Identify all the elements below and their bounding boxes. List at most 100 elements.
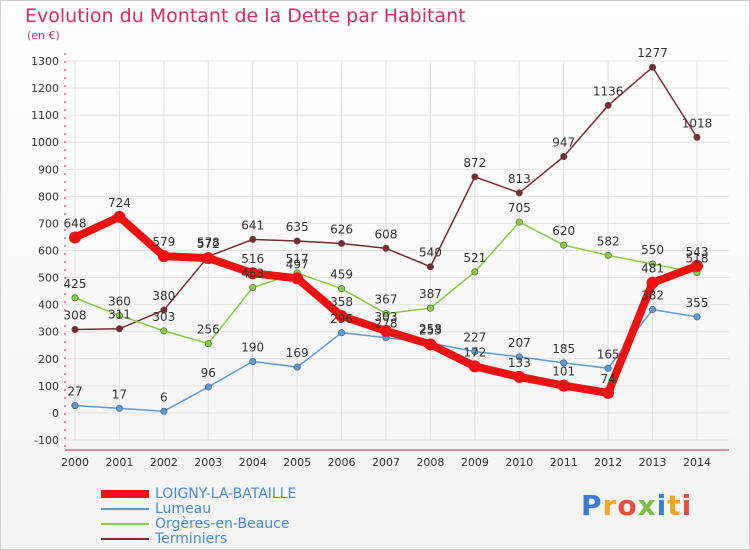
- data-point: [515, 218, 523, 226]
- data-label: 578: [197, 235, 220, 249]
- legend-swatch: [101, 538, 149, 540]
- grid: [65, 60, 729, 441]
- data-label: 258: [419, 322, 442, 336]
- legend-label: Terminiers: [155, 531, 228, 547]
- x-tick-label: 2012: [594, 456, 622, 469]
- data-point: [382, 310, 390, 318]
- data-label: 517: [286, 252, 309, 266]
- y-tick-label: 600: [38, 245, 59, 258]
- data-label: 17: [112, 387, 127, 401]
- data-point: [515, 353, 523, 361]
- data-label: 169: [286, 346, 309, 360]
- data-point: [249, 235, 257, 243]
- data-label: 582: [597, 234, 620, 248]
- legend-item: Lumeau: [101, 501, 211, 517]
- data-label: 380: [152, 289, 175, 303]
- y-tick-label: 1200: [31, 82, 59, 95]
- data-label: 74: [601, 372, 616, 386]
- legend-item: LOIGNY-LA-BATAILLE: [101, 486, 296, 502]
- data-label: 724: [108, 196, 131, 210]
- data-point: [513, 370, 526, 383]
- y-tick-label: 900: [38, 163, 59, 176]
- legend-item: Terminiers: [101, 531, 227, 547]
- data-point: [246, 267, 259, 280]
- x-tick-label: 2001: [105, 456, 133, 469]
- x-tick-label: 2011: [550, 456, 578, 469]
- data-point: [693, 133, 701, 141]
- data-point: [471, 268, 479, 276]
- data-point: [204, 383, 212, 391]
- data-point: [560, 359, 568, 367]
- data-point: [691, 259, 703, 272]
- chart-subtitle: (en €): [27, 29, 60, 42]
- data-label: 459: [330, 268, 353, 282]
- data-point: [293, 363, 301, 371]
- data-point: [113, 210, 126, 223]
- legend-swatch: [101, 523, 149, 525]
- series-lines: [69, 63, 703, 415]
- data-label: 256: [197, 323, 220, 337]
- data-label: 543: [686, 245, 709, 259]
- x-tick-label: 2002: [150, 456, 178, 469]
- data-point: [693, 313, 701, 321]
- data-label: 133: [508, 356, 531, 370]
- data-label: 425: [64, 277, 87, 291]
- y-tick-label: 100: [38, 380, 59, 393]
- y-tick-label: 0: [52, 407, 59, 420]
- data-label: 579: [152, 235, 175, 249]
- data-point: [468, 360, 481, 373]
- data-point: [338, 239, 346, 247]
- y-tick-label: 700: [38, 217, 59, 230]
- y-tick-label: 800: [38, 190, 59, 203]
- legend-label: Orgères-en-Beauce: [155, 516, 290, 532]
- legend-swatch: [101, 490, 149, 498]
- data-label: 572: [197, 237, 220, 251]
- data-point: [560, 241, 568, 249]
- data-point: [249, 357, 257, 365]
- data-label: 101: [552, 365, 575, 379]
- data-point: [249, 284, 257, 292]
- data-label: 626: [330, 222, 353, 236]
- data-point: [69, 231, 81, 244]
- legend-label: Lumeau: [155, 501, 212, 517]
- x-tick-label: 2010: [505, 456, 533, 469]
- data-label: 382: [641, 289, 664, 303]
- data-label: 355: [686, 296, 709, 310]
- chart-title: Evolution du Montant de la Dette par Hab…: [25, 5, 466, 27]
- data-label: 497: [286, 257, 309, 271]
- data-label: 620: [552, 224, 575, 238]
- data-point: [426, 263, 434, 271]
- data-point: [335, 310, 348, 323]
- data-label: 358: [330, 295, 353, 309]
- data-point: [515, 189, 523, 197]
- data-point: [115, 311, 123, 319]
- data-label: 190: [241, 340, 264, 354]
- data-label: 278: [375, 317, 398, 331]
- data-point: [604, 364, 612, 372]
- x-tick-label: 2009: [461, 456, 489, 469]
- data-label: 96: [201, 366, 216, 380]
- data-point: [382, 244, 390, 252]
- data-point: [160, 327, 168, 335]
- x-tick-label: 2006: [328, 456, 356, 469]
- legend-swatch: [101, 508, 149, 510]
- data-point: [157, 250, 170, 263]
- data-label: 1018: [682, 116, 713, 130]
- data-label: 518: [686, 252, 709, 266]
- data-label: 253: [419, 323, 442, 337]
- data-label: 207: [508, 336, 531, 350]
- data-label: 641: [241, 218, 264, 232]
- data-label: 172: [463, 345, 486, 359]
- y-tick-label: 1300: [31, 55, 59, 68]
- data-label: 540: [419, 246, 442, 260]
- data-point: [649, 260, 657, 268]
- data-point: [424, 338, 437, 351]
- data-point: [160, 407, 168, 415]
- data-label: 550: [641, 243, 664, 257]
- data-point: [204, 340, 212, 348]
- data-point: [604, 101, 612, 109]
- x-tick-label: 2003: [194, 456, 222, 469]
- data-point: [604, 251, 612, 259]
- data-label: 308: [64, 309, 87, 323]
